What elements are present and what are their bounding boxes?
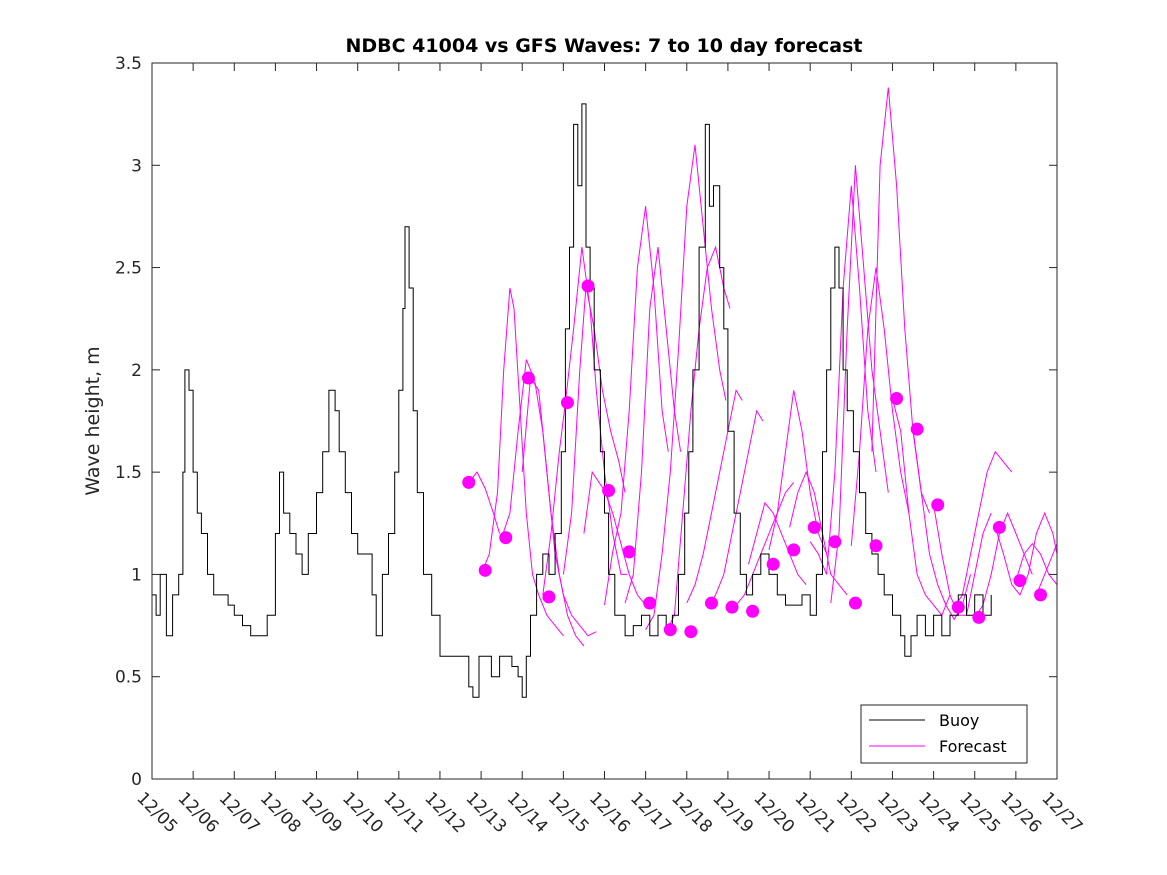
forecast-line [953,450,1013,608]
forecast-marker [622,545,636,559]
forecast-marker [478,563,492,577]
forecast-marker [581,279,595,293]
forecast-marker [828,535,842,549]
buoy-line [152,103,992,698]
forecast-line [604,206,669,606]
forecast-marker [542,590,556,604]
forecast-line [468,471,501,534]
legend-buoy-label: Buoy [939,711,979,730]
forecast-marker [869,539,883,553]
forecast-marker [602,484,616,498]
forecast-marker [1034,588,1048,602]
forecast-marker [931,498,945,512]
forecast-markers [462,279,1048,639]
forecast-marker [992,520,1006,534]
forecast-marker [684,625,698,639]
forecast-line [789,470,848,596]
forecast-marker [910,422,924,436]
legend: Buoy Forecast [860,704,1028,764]
y-tick-label: 0 [131,770,142,790]
forecast-line [850,267,910,546]
y-tick-label: 2 [131,361,142,381]
chart-title: NDBC 41004 vs GFS Waves: 7 to 10 day for… [345,35,862,57]
forecast-line [933,504,992,616]
forecast-marker [704,596,718,610]
forecast-line [994,511,1058,596]
forecast-marker [890,391,904,405]
forecast-line [830,165,889,604]
forecast-marker [766,557,780,571]
forecast-marker [746,604,760,618]
forecast-marker [725,600,739,614]
legend-box [860,704,1028,764]
forecast-marker [807,520,821,534]
forecast-marker [462,475,476,489]
forecast-marker [643,596,657,610]
forecast-marker [663,623,677,637]
forecast-line [1015,542,1058,586]
plot-frame [151,62,1058,780]
forecast-marker [848,596,862,610]
forecast-line [542,247,628,595]
forecast-line [583,470,646,606]
y-tick-label: 2.5 [115,259,142,279]
y-axis: 0 0.5 1 1.5 2 2.5 3 3.5 [115,54,1057,790]
forecast-marker [499,531,513,545]
forecast-line [748,501,807,586]
forecast-line [892,398,951,617]
forecast-marker [521,371,535,385]
forecast-marker [972,610,986,624]
forecast-marker [951,600,965,614]
forecast-line [645,144,727,630]
y-tick-label: 3 [131,156,142,176]
forecast-line [624,247,682,604]
plot-area [152,63,1057,779]
forecast-line [686,388,743,604]
forecast-marker [560,396,574,410]
buoy-series [152,103,992,698]
forecast-marker [787,543,801,557]
y-tick-label: 1 [131,565,142,585]
forecast-line [1035,543,1058,596]
forecast-line [521,376,597,637]
y-tick-label: 0.5 [115,668,142,688]
forecast-marker [1013,574,1027,588]
y-tick-label: 3.5 [115,54,142,74]
y-tick-label: 1.5 [115,463,142,483]
y-axis-label: Wave height, m [82,346,104,495]
legend-forecast-label: Forecast [939,737,1007,756]
